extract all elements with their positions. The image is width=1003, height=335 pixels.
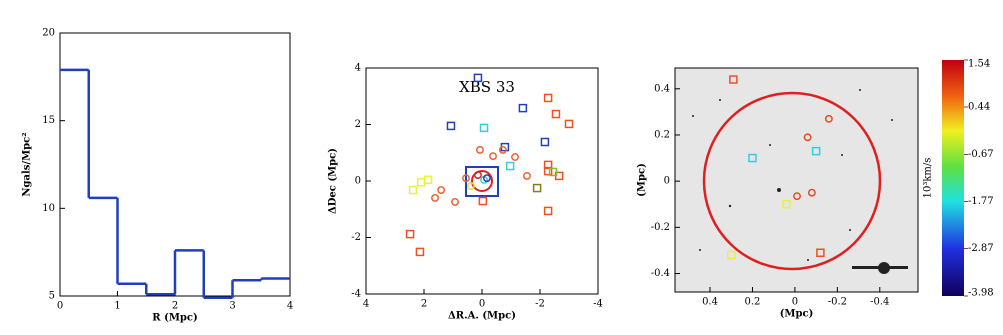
circle-marker <box>511 153 520 161</box>
square-marker <box>816 248 825 257</box>
circle-marker <box>523 171 531 180</box>
y-axis-label: ΔDec (Mpc) <box>328 148 339 214</box>
colorbar-tick-label: -3.98 <box>968 288 994 299</box>
x-tick-label: -0.2 <box>828 297 847 308</box>
sky-image <box>675 68 918 292</box>
circle-marker <box>482 174 491 183</box>
y-tick-label: 0 <box>664 176 670 187</box>
y-tick-label: 2 <box>355 119 361 130</box>
x-tick-label: 0 <box>57 301 63 312</box>
x-tick-label: 2 <box>421 299 427 310</box>
square-marker <box>543 206 553 216</box>
square-marker <box>532 183 542 193</box>
square-marker <box>473 73 483 83</box>
square-marker <box>479 123 489 133</box>
square-marker <box>416 177 426 187</box>
y-tick-label: 20 <box>42 28 55 39</box>
x-axis-label: ΔR.A. (Mpc) <box>448 311 516 322</box>
square-marker <box>551 109 561 119</box>
y-tick-label: -0.2 <box>651 222 670 233</box>
plot-frame <box>674 67 919 293</box>
colorbar-tick-label: -2.87 <box>968 243 994 254</box>
square-marker <box>405 229 415 239</box>
chart-title: XBS 33 <box>459 78 515 96</box>
aperture-circle <box>471 170 493 192</box>
x-tick-label: 0.2 <box>745 297 761 308</box>
square-marker <box>540 137 550 147</box>
x-tick-label: 4 <box>287 301 293 312</box>
y-axis-label: (Mpc) <box>637 163 648 197</box>
circle-marker <box>803 133 812 142</box>
circle-marker <box>489 152 497 161</box>
y-tick-label: 15 <box>42 115 55 126</box>
square-marker <box>543 93 553 103</box>
aperture-circle <box>702 91 882 271</box>
x-tick-label: -2 <box>535 299 545 310</box>
circle-marker <box>431 194 439 202</box>
x-tick-label: 2 <box>172 301 178 312</box>
x-tick-label: 4 <box>363 299 369 310</box>
square-marker <box>811 146 821 156</box>
colorbar-tick-label: 0.44 <box>968 102 990 113</box>
stars <box>692 89 908 274</box>
plot-frame <box>365 67 599 295</box>
y-tick-label: 4 <box>355 63 361 74</box>
colorbar-tick-label: -0.67 <box>968 149 994 160</box>
y-tick-label: -2 <box>351 232 361 243</box>
circle-marker <box>498 145 507 154</box>
square-marker <box>729 75 738 84</box>
square-marker <box>446 121 456 131</box>
x-tick-label: 0 <box>792 297 798 308</box>
circle-marker <box>807 188 816 197</box>
colorbar-label: 10³km/s <box>923 158 934 199</box>
x-tick-label: 0.4 <box>702 297 718 308</box>
y-tick-label: 0 <box>355 176 361 187</box>
colorbar-tick-label: 1.54 <box>968 59 990 70</box>
circle-marker <box>473 171 482 180</box>
square-marker <box>518 103 528 113</box>
circle-marker <box>476 145 484 154</box>
colorbar-tick-label: -1.77 <box>968 196 994 207</box>
circle-marker <box>462 174 470 183</box>
square-marker <box>408 185 418 195</box>
x-tick-label: -4 <box>593 299 603 310</box>
colorbar <box>942 60 964 296</box>
square-marker <box>748 153 757 163</box>
y-tick-label: -4 <box>351 289 361 300</box>
y-tick-label: -0.4 <box>651 268 670 279</box>
square-marker <box>564 119 574 129</box>
square-marker <box>543 166 553 176</box>
square-marker <box>415 247 425 257</box>
x-axis-label: (Mpc) <box>780 309 814 320</box>
square-marker <box>478 196 488 206</box>
square-marker <box>782 199 791 209</box>
circle-marker <box>451 197 459 206</box>
x-tick-label: -0.4 <box>870 297 889 308</box>
circle-marker <box>437 186 446 194</box>
x-tick-label: 3 <box>229 301 235 312</box>
circle-marker <box>824 114 833 123</box>
square-marker <box>726 250 736 260</box>
y-tick-label: 5 <box>49 291 55 302</box>
square-marker <box>505 161 515 171</box>
square-marker <box>543 160 553 170</box>
y-tick-label: 10 <box>42 203 55 214</box>
y-axis-label: Ngals/Mpc² <box>22 132 33 196</box>
y-tick-label: 0.2 <box>654 129 670 140</box>
square-marker <box>423 175 433 185</box>
square-marker <box>548 167 558 177</box>
circle-marker <box>467 182 475 191</box>
circle-marker <box>793 192 801 201</box>
x-tick-label: 0 <box>479 299 485 310</box>
x-axis-label: R (Mpc) <box>152 313 197 324</box>
x-tick-label: 1 <box>114 301 120 312</box>
y-tick-label: 0.4 <box>654 83 670 94</box>
